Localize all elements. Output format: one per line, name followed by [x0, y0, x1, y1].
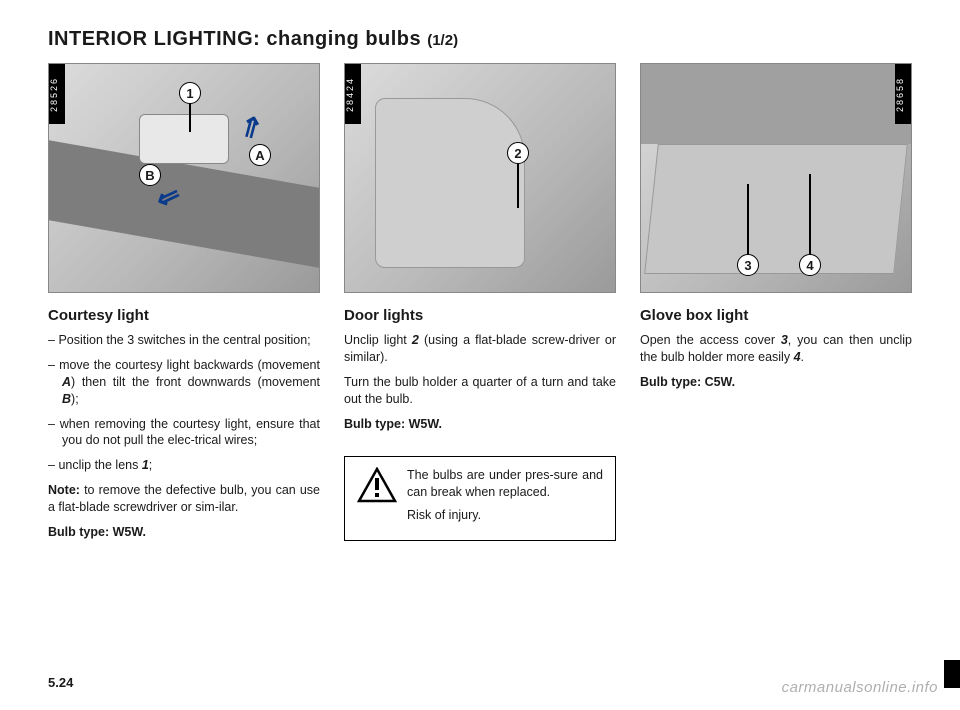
bulb-type: Bulb type: C5W.: [640, 374, 912, 391]
page-number: 5.24: [48, 675, 73, 690]
title-main: INTERIOR LIGHTING: changing bulbs: [48, 28, 427, 50]
door-lights-step2: Turn the bulb holder a quarter of a turn…: [344, 374, 616, 408]
column-glove-box-light: 28658 3 4 Glove box light Open the acces…: [640, 63, 912, 549]
warning-line1: The bulbs are under pres-sure and can br…: [407, 467, 603, 501]
glove-box-step: Open the access cover 3, you can then un…: [640, 332, 912, 366]
callout-1: 1: [179, 82, 201, 104]
door-lights-step1: Unclip light 2 (using a flat-blade screw…: [344, 332, 616, 366]
warning-box: The bulbs are under pres-sure and can br…: [344, 456, 616, 541]
list-item: when removing the courtesy light, ensure…: [48, 416, 320, 450]
figure-id: 28658: [895, 64, 911, 124]
list-item: move the courtesy light backwards (movem…: [48, 357, 320, 408]
callout-3: 3: [737, 254, 759, 276]
section-tab: [944, 660, 960, 688]
warning-triangle-icon: [357, 467, 397, 503]
figure-id: 28424: [345, 64, 361, 124]
note: Note: to remove the defective bulb, you …: [48, 482, 320, 516]
list-item: Position the 3 switches in the central p…: [48, 332, 320, 349]
column-door-lights: 28424 2 Door lights Unclip light 2 (usin…: [344, 63, 616, 549]
callout-4: 4: [799, 254, 821, 276]
heading-door-lights: Door lights: [344, 307, 616, 324]
figure-door-lights: 28424 2: [344, 63, 616, 293]
figure-id: 28526: [49, 64, 65, 124]
title-part: (1/2): [427, 32, 458, 49]
callout-B: B: [139, 164, 161, 186]
figure-courtesy-light: 28526 1 A B ⇗ ⇙: [48, 63, 320, 293]
list-item: unclip the lens 1;: [48, 457, 320, 474]
arrow-A-icon: ⇗: [232, 106, 269, 146]
watermark: carmanualsonline.info: [782, 679, 938, 696]
heading-courtesy-light: Courtesy light: [48, 307, 320, 324]
courtesy-light-steps: Position the 3 switches in the central p…: [48, 332, 320, 482]
bulb-type: Bulb type: W5W.: [344, 416, 616, 433]
callout-2: 2: [507, 142, 529, 164]
page-title: INTERIOR LIGHTING: changing bulbs (1/2): [48, 28, 912, 51]
figure-glove-box-light: 28658 3 4: [640, 63, 912, 293]
warning-line2: Risk of injury.: [407, 507, 603, 524]
bulb-type: Bulb type: W5W.: [48, 524, 320, 541]
heading-glove-box-light: Glove box light: [640, 307, 912, 324]
callout-A: A: [249, 144, 271, 166]
column-courtesy-light: 28526 1 A B ⇗ ⇙ Courtesy light Position …: [48, 63, 320, 549]
